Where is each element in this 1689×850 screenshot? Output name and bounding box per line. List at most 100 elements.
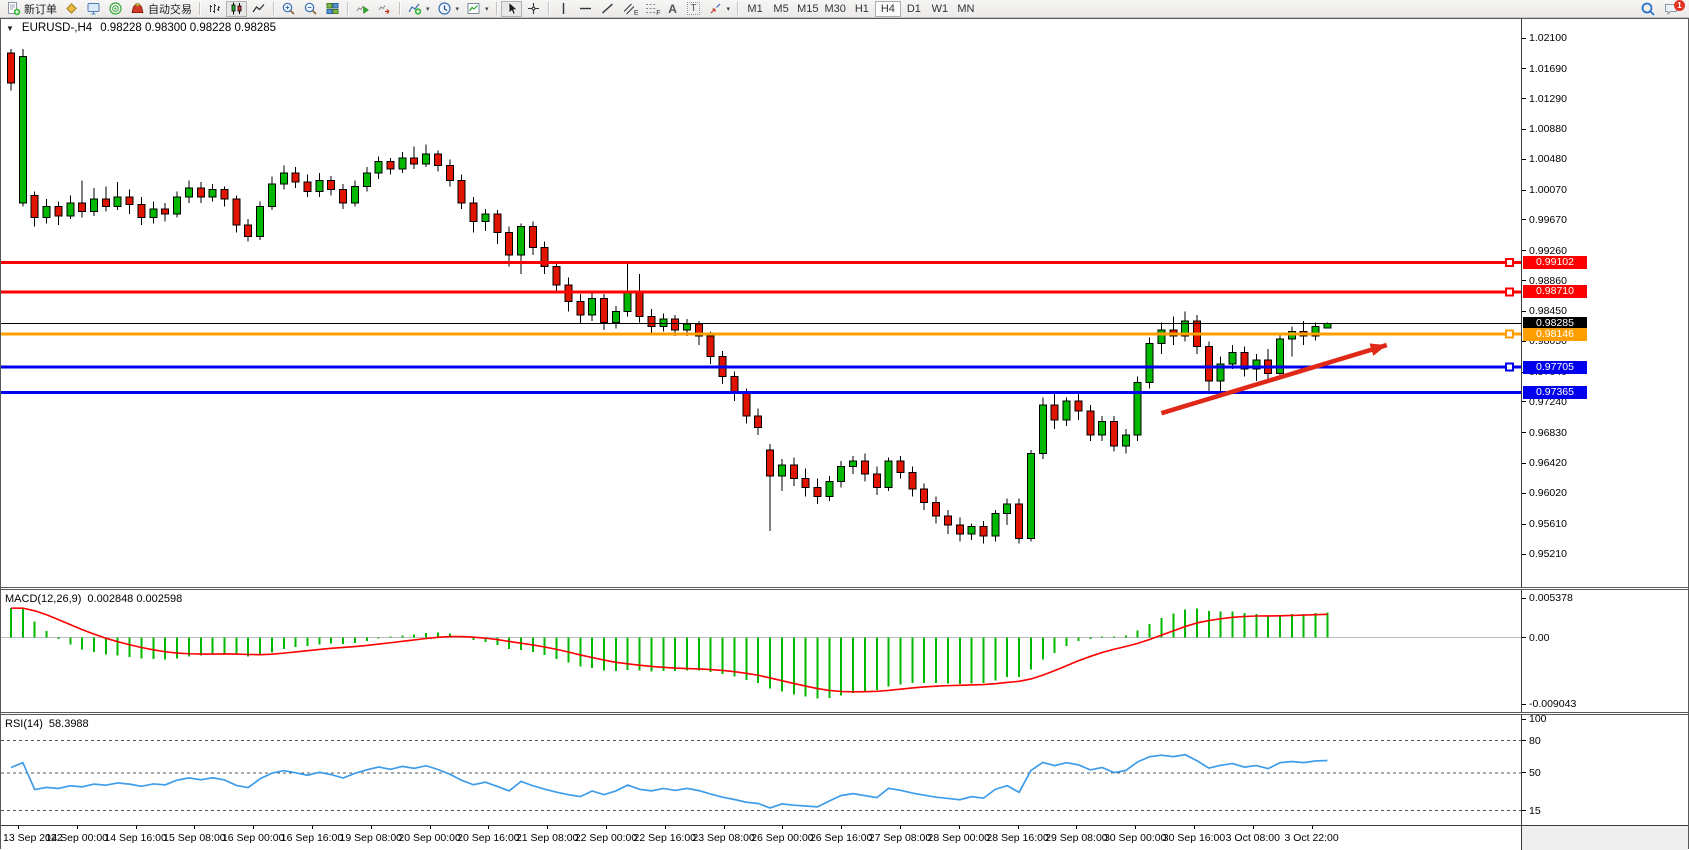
chart-shift-button[interactable]: [374, 1, 395, 17]
rsi-axis[interactable]: 100 80 50 15: [1521, 713, 1688, 825]
time-tick: [1017, 826, 1019, 829]
search-button[interactable]: [1637, 1, 1659, 17]
timeframe-h1[interactable]: H1: [854, 2, 869, 15]
navigator-button[interactable]: [83, 1, 104, 17]
price-tick-label: 0.99260: [1529, 244, 1567, 257]
rsi-name: RSI(14): [5, 718, 43, 730]
candle: [362, 172, 371, 187]
candle: [173, 196, 182, 215]
price-tick: [1522, 219, 1526, 221]
time-tick: [253, 826, 255, 829]
add-indicator-button[interactable]: ▾: [404, 1, 433, 17]
time-tick-label: 26 Sep 16:00: [809, 832, 873, 844]
channel-tool-button[interactable]: E: [619, 1, 640, 17]
bar-chart-button[interactable]: [204, 1, 225, 17]
macd-axis[interactable]: 0.005378 0.00 -0.009043: [1521, 590, 1688, 712]
time-tick-label: 3 Oct 22:00: [1284, 832, 1339, 844]
candle: [137, 203, 146, 219]
time-tick-label: 28 Sep 00:00: [927, 832, 991, 844]
text-label-tool-button[interactable]: T: [684, 1, 704, 17]
candle: [528, 226, 537, 249]
main-chart-panel: 1.02100 1.01690 1.01290 1.00880 1.00480 1.000…: [1, 19, 1688, 587]
cursor-button[interactable]: [500, 0, 522, 17]
macd-panel: 0.005378 0.00 -0.009043 MACD(12,26,9) 0.00…: [1, 590, 1688, 712]
tile-windows-button[interactable]: [322, 1, 343, 17]
toolbar-separator: [737, 2, 739, 15]
chart-collapse-icon[interactable]: ▼: [6, 23, 14, 33]
panel-splitter[interactable]: [1, 587, 1688, 590]
candle: [777, 464, 786, 477]
rsi-tick-label: 100: [1529, 713, 1547, 725]
price-tick-label: 0.95210: [1529, 548, 1567, 560]
time-tick: [135, 826, 137, 829]
fibonacci-icon: [644, 1, 659, 16]
zoom-out-button[interactable]: [300, 1, 321, 17]
time-tick: [1135, 826, 1137, 829]
auto-trading-button[interactable]: 自动交易: [127, 1, 195, 17]
timeframe-mn[interactable]: MN: [957, 2, 975, 15]
trend-arrow[interactable]: [1160, 342, 1388, 416]
channel-tool-sub-label: E: [633, 9, 639, 17]
candle: [1015, 503, 1024, 539]
text-tool-button[interactable]: A: [663, 1, 683, 17]
candle: [481, 213, 490, 222]
price-level-badge: 0.98285: [1523, 317, 1587, 331]
templates-button[interactable]: ▾: [463, 1, 492, 17]
panel-splitter[interactable]: [1, 712, 1688, 715]
candle: [125, 196, 134, 205]
toolbar-separator: [199, 2, 200, 15]
candlestick-chart-button[interactable]: [226, 0, 247, 17]
notifications-button[interactable]: 1: [1660, 0, 1685, 17]
macd-tick-label: 0.005378: [1529, 592, 1573, 604]
vertical-line-tool-button[interactable]: [553, 1, 574, 17]
line-chart-button[interactable]: [248, 1, 269, 17]
zoom-in-button[interactable]: [278, 1, 299, 17]
level-line-handle: [1505, 258, 1514, 268]
candle: [576, 301, 585, 316]
main-toolbar: 新订单 自动交易 ▾ ▾ ▾ E F A T ▾ M1 M5 M15 M30 H1 H4 D…: [0, 0, 1689, 18]
trendline-tool-button[interactable]: [597, 1, 618, 17]
macd-tick: [1522, 637, 1526, 639]
rsi-plot[interactable]: [1, 715, 1521, 825]
timeframe-m30[interactable]: M30: [824, 2, 846, 15]
signals-button[interactable]: [105, 1, 126, 17]
time-tick-label: 27 Sep 08:00: [868, 832, 932, 844]
arrows-tool-button[interactable]: ▾: [705, 1, 734, 17]
timeframe-h4[interactable]: H4: [874, 0, 901, 17]
fibonacci-tool-button[interactable]: F: [641, 1, 662, 17]
candle: [42, 206, 51, 219]
time-tick-label: 3 Oct 08:00: [1225, 832, 1280, 844]
candle: [1252, 359, 1261, 370]
price-tick: [1522, 128, 1526, 130]
timeframe-w1[interactable]: W1: [931, 2, 949, 15]
time-tick: [1194, 826, 1195, 829]
price-tick: [1522, 462, 1526, 464]
auto-scroll-button[interactable]: [352, 1, 373, 17]
timeframe-m15[interactable]: M15: [797, 2, 819, 15]
timeframe-d1[interactable]: D1: [906, 2, 921, 15]
price-axis[interactable]: 1.02100 1.01690 1.01290 1.00880 1.00480 1.000…: [1521, 19, 1688, 587]
macd-tick: [1522, 597, 1526, 599]
timeframe-m5[interactable]: M5: [773, 2, 789, 15]
market-watch-button[interactable]: [61, 1, 82, 17]
candle: [991, 513, 1000, 537]
price-tick: [1522, 158, 1526, 160]
candle: [1145, 343, 1154, 383]
price-tick-label: 0.96420: [1529, 457, 1567, 470]
macd-plot[interactable]: [1, 590, 1521, 712]
new-order-button[interactable]: 新订单: [3, 1, 60, 17]
candle: [932, 501, 941, 517]
signals-icon: [108, 1, 123, 16]
price-level-badge: 0.98146: [1523, 327, 1587, 341]
market-watch-icon: [64, 1, 79, 16]
price-tick-label: 1.00880: [1529, 123, 1567, 136]
candle: [279, 172, 288, 185]
candle: [90, 198, 99, 213]
time-axis[interactable]: 13 Sep 2022 14 Sep 00:00 14 Sep 16:00 15 Se…: [1, 825, 1521, 850]
periods-button[interactable]: ▾: [434, 1, 463, 17]
crosshair-button[interactable]: [523, 1, 544, 17]
chart-shift-icon: [377, 1, 392, 16]
timeframe-m1[interactable]: M1: [747, 2, 763, 15]
horizontal-line-tool-button[interactable]: [575, 1, 596, 17]
main-chart-plot[interactable]: [1, 19, 1521, 587]
